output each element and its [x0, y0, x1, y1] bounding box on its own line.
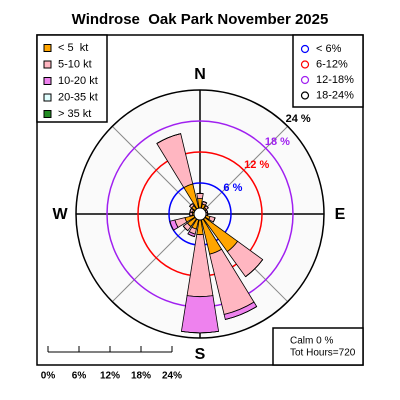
ring-legend-marker — [300, 91, 310, 100]
ring-legend-label: 6-12% — [316, 58, 348, 70]
ring-label: 18 % — [265, 136, 290, 148]
ring-legend-marker — [300, 75, 310, 85]
ring — [75, 89, 325, 339]
ring-legend-label: 12-18% — [316, 74, 354, 86]
ring-legend-marker — [300, 44, 310, 54]
frame — [36, 34, 364, 366]
scale-tick-label: 24% — [162, 371, 182, 382]
ring-legend-box — [292, 34, 364, 108]
calm-label: Calm 0 % — [290, 336, 333, 347]
legend-swatch — [43, 93, 52, 102]
legend-label: < 5 kt — [58, 42, 88, 54]
chart-title: Windrose Oak Park November 2025 — [72, 11, 329, 28]
calm-box — [272, 327, 364, 366]
ring-legend-marker — [300, 60, 310, 69]
scale-tick-label: 12% — [100, 371, 120, 382]
legend-swatch — [43, 77, 52, 85]
legend-label: > 35 kt — [58, 108, 91, 120]
wedge-segment — [187, 233, 195, 237]
wedge-segment — [196, 192, 204, 200]
wedge-segment — [189, 208, 192, 212]
ring-label: 12 % — [244, 159, 269, 171]
wedge-segment — [169, 221, 174, 231]
ring-label: 6 % — [223, 182, 242, 194]
legend-label: 5-10 kt — [58, 58, 92, 70]
compass-label: S — [195, 346, 206, 363]
legend-label: 20-35 kt — [58, 91, 98, 103]
wedge-segment — [205, 205, 209, 209]
ring-label: 24 % — [286, 113, 311, 125]
legend-swatch — [43, 44, 52, 52]
compass-label: W — [52, 206, 68, 223]
legend-swatch — [43, 110, 52, 118]
scale-tick-label: 18% — [131, 371, 151, 382]
scale-tick-label: 0% — [41, 371, 56, 382]
total-label: Tot Hours=720 — [290, 348, 356, 359]
ring-legend-label: 18-24% — [316, 89, 354, 101]
wedge-segment — [180, 295, 220, 334]
wedge-segment — [225, 306, 257, 320]
compass-label: E — [335, 206, 346, 223]
legend-swatch — [43, 60, 52, 69]
compass-label: N — [194, 66, 206, 83]
ring-legend-label: < 6% — [316, 43, 342, 55]
scale-tick-label: 6% — [72, 371, 87, 382]
wedge-segment — [182, 225, 189, 232]
calm-circle — [193, 207, 207, 221]
legend-label: 10-20 kt — [58, 75, 98, 87]
